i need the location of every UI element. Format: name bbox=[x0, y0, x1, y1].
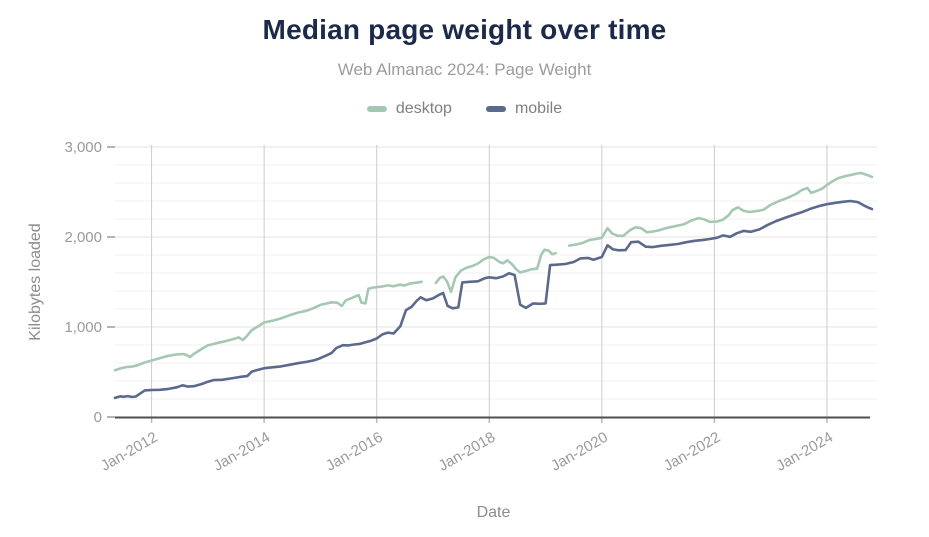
x-tick-label: Jan-2024 bbox=[773, 429, 836, 475]
mobile-swatch-icon bbox=[485, 106, 506, 112]
y-tick-labels: 0 1,000 2,000 3,000 bbox=[64, 139, 102, 426]
y-tick-label: 0 bbox=[94, 409, 102, 426]
x-tick-label: Jan-2014 bbox=[210, 429, 273, 475]
legend-label-mobile: mobile bbox=[514, 100, 563, 117]
y-tick-label: 3,000 bbox=[64, 139, 102, 156]
x-axis-title: Date bbox=[477, 504, 511, 521]
series-line-mobile bbox=[113, 199, 874, 400]
x-tick-labels: Jan-2012 Jan-2014 Jan-2016 Jan-2018 Jan-2020… bbox=[98, 429, 836, 475]
page-subtitle: Web Almanac 2024: Page Weight bbox=[337, 60, 592, 79]
x-tick-label: Jan-2012 bbox=[98, 429, 161, 475]
desktop-swatch-icon bbox=[366, 106, 387, 112]
y-gridlines-major bbox=[115, 146, 877, 328]
page-title: Median page weight over time bbox=[262, 14, 667, 45]
y-tick-label: 1,000 bbox=[64, 319, 102, 336]
x-tick-label: Jan-2022 bbox=[661, 429, 724, 475]
series-line-desktop bbox=[113, 171, 874, 372]
y-axis-title: Kilobytes loaded bbox=[27, 223, 44, 340]
legend-item-desktop[interactable]: desktop bbox=[366, 100, 452, 118]
x-tick-label: Jan-2020 bbox=[548, 429, 611, 475]
x-gridlines bbox=[150, 145, 828, 423]
legend-item-mobile[interactable]: mobile bbox=[485, 100, 563, 118]
x-tick-label: Jan-2016 bbox=[323, 429, 386, 475]
y-tick-label: 2,000 bbox=[64, 229, 102, 246]
legend: desktop mobile bbox=[0, 100, 929, 118]
legend-label-desktop: desktop bbox=[395, 100, 452, 117]
y-gridlines-minor bbox=[115, 164, 877, 400]
y-tick-marks bbox=[107, 146, 115, 418]
x-tick-label: Jan-2018 bbox=[436, 429, 499, 475]
